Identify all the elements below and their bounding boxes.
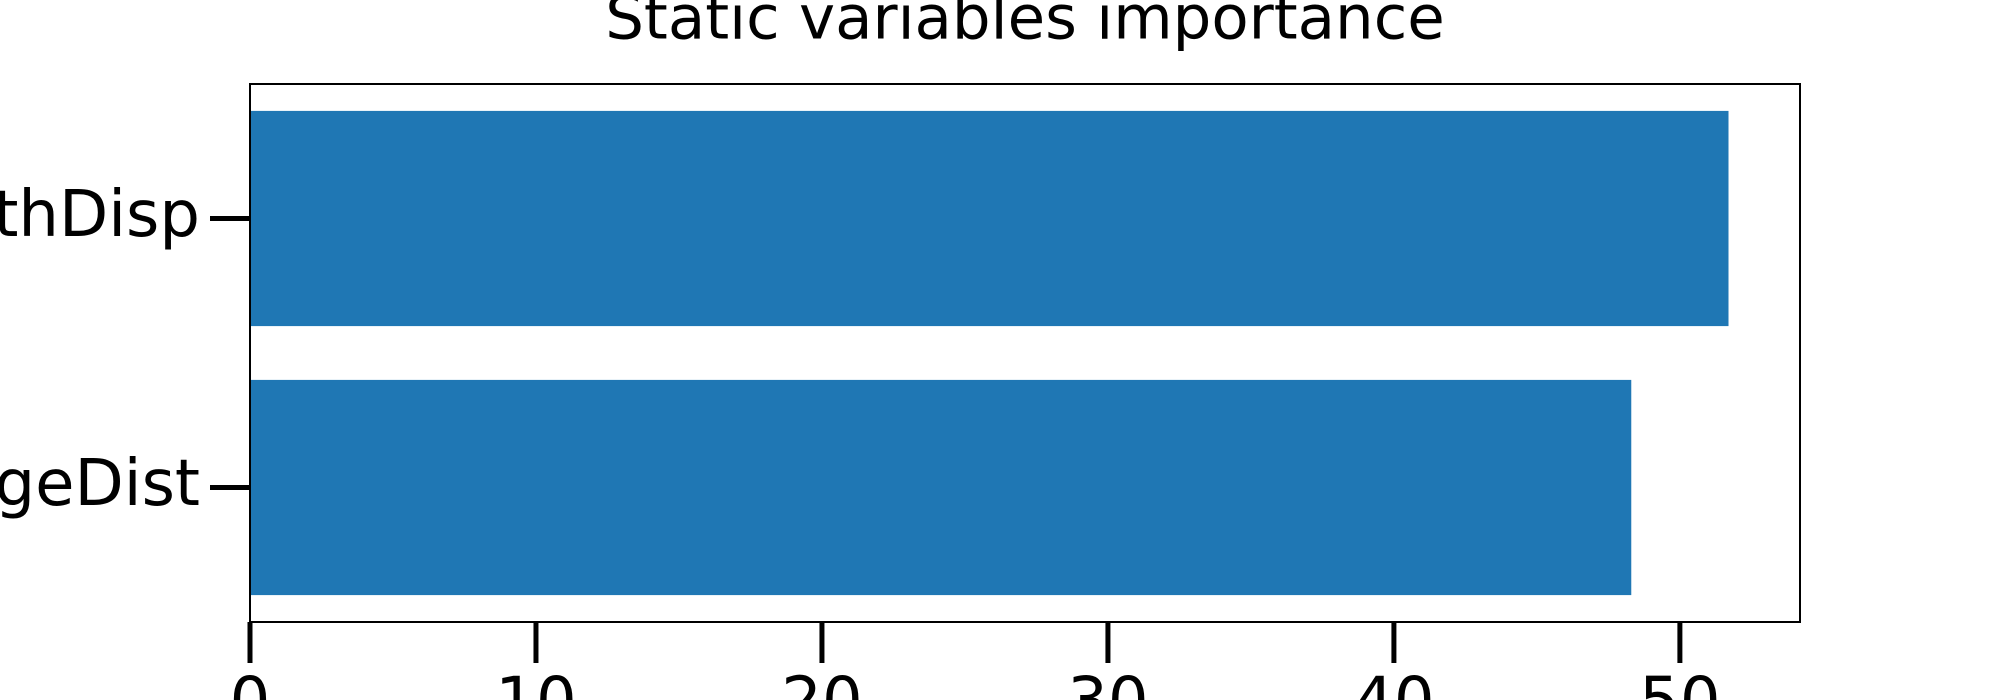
y-tick-label: geDist [0,447,200,521]
x-tick-label: 30 [1067,664,1148,700]
x-tick-label: 20 [781,664,862,700]
x-tick-label: 50 [1639,664,1720,700]
plot-frame [249,83,1801,623]
y-tick-label: thDisp [0,178,200,252]
bar [250,110,1729,327]
chart-title: Static variables importance [605,0,1445,54]
x-tick-label: 10 [495,664,576,700]
x-tick-label: 40 [1353,664,1434,700]
bar [250,379,1632,596]
x-tick-label: 0 [230,664,271,700]
